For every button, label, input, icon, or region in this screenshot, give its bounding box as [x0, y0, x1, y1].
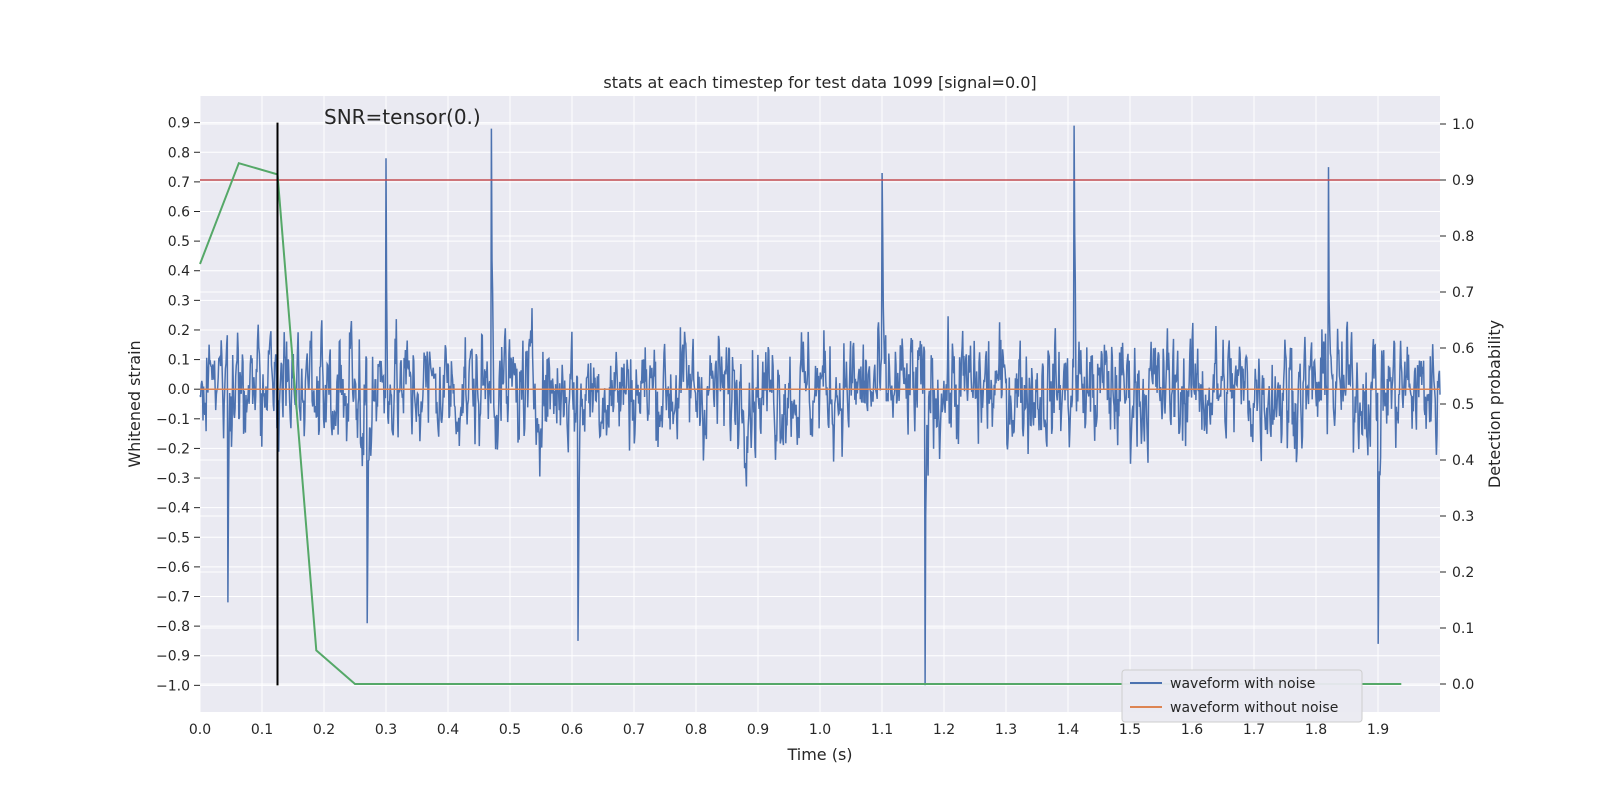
x-tick-label: 1.1 — [871, 722, 893, 738]
legend: waveform with noise waveform without noi… — [1121, 669, 1363, 723]
y2-tick-label: 0.7 — [1452, 285, 1474, 301]
y-tick-label: −1.0 — [156, 678, 190, 694]
y-tick-label: −0.9 — [156, 649, 190, 665]
x-tick-label: 1.6 — [1181, 722, 1203, 738]
x-tick-label: 0.3 — [375, 722, 397, 738]
x-tick-label: 1.3 — [995, 722, 1017, 738]
x-tick-label: 0.9 — [747, 722, 769, 738]
y2-tick-label: 0.0 — [1452, 677, 1474, 693]
y-tick-label: 0.7 — [168, 175, 190, 191]
y-tick-label: 0.5 — [168, 234, 190, 250]
detection-probability-line — [199, 161, 1402, 685]
x-tick-label: 0.5 — [499, 722, 521, 738]
y-tick-label: 0.8 — [168, 145, 190, 161]
y2-tick-label: 0.3 — [1452, 509, 1474, 525]
y2-tick-label: 0.5 — [1452, 397, 1474, 413]
y-tick-label: −0.7 — [156, 590, 190, 606]
x-tick-label: 1.9 — [1367, 722, 1389, 738]
x-tick-label: 0.2 — [313, 722, 335, 738]
y-tick-label: 0.3 — [168, 293, 190, 309]
y-tick-label: −0.1 — [156, 412, 190, 428]
snr-annotation: SNR=tensor(0.) — [324, 105, 481, 129]
x-axis-label: Time (s) — [786, 745, 852, 764]
x-tick-label: 1.0 — [809, 722, 831, 738]
x-tick-label: 0.0 — [189, 722, 211, 738]
x-tick-label: 0.6 — [561, 722, 583, 738]
y2-tick-label: 1.0 — [1452, 117, 1474, 133]
y2-tick-label: 0.4 — [1452, 453, 1474, 469]
y2-tick-label: 0.8 — [1452, 229, 1474, 245]
y-tick-label: 0.1 — [168, 353, 190, 369]
x-tick-label: 0.1 — [251, 722, 273, 738]
chart-title: stats at each timestep for test data 109… — [603, 73, 1036, 92]
y-tick-label: 0.2 — [168, 323, 190, 339]
x-tick-label: 1.2 — [933, 722, 955, 738]
y-tick-label: −0.5 — [156, 530, 190, 546]
x-tick-label: 1.4 — [1057, 722, 1079, 738]
x-tick-label: 1.8 — [1305, 722, 1327, 738]
x-tick-label: 0.4 — [437, 722, 459, 738]
noise-waveform-line — [199, 125, 1441, 686]
y-tick-label: 0.0 — [168, 382, 190, 398]
x-tick-label: 0.8 — [685, 722, 707, 738]
y-tick-label: −0.3 — [156, 471, 190, 487]
x-tick-label: 1.7 — [1243, 722, 1265, 738]
y-tick-label: −0.8 — [156, 619, 190, 635]
y2-axis-label: Detection probability — [1485, 320, 1504, 488]
y-tick-label: 0.9 — [168, 116, 190, 132]
series-layer — [199, 122, 1441, 686]
y2-tick-label: 0.9 — [1452, 173, 1474, 189]
ticks-layer: 0.0 0.1 0.2 0.3 0.4 0.5 0.6 0.7 0.8 0.9 1.0 1.1 1.2 1… — [156, 116, 1474, 738]
x-tick-label: 1.5 — [1119, 722, 1141, 738]
legend-label-noise: waveform with noise — [1170, 676, 1315, 692]
y2-tick-label: 0.1 — [1452, 621, 1474, 637]
x-tick-label: 0.7 — [623, 722, 645, 738]
y2-tick-label: 0.6 — [1452, 341, 1474, 357]
y-tick-label: −0.6 — [156, 560, 190, 576]
legend-box — [1121, 669, 1363, 723]
y-tick-label: −0.2 — [156, 441, 190, 457]
legend-label-clean: waveform without noise — [1170, 700, 1338, 716]
y-tick-label: 0.6 — [168, 205, 190, 221]
y-axis-label: Whitened strain — [125, 340, 144, 467]
y-tick-label: 0.4 — [168, 264, 190, 280]
y2-tick-label: 0.2 — [1452, 565, 1474, 581]
y-tick-label: −0.4 — [156, 501, 190, 517]
